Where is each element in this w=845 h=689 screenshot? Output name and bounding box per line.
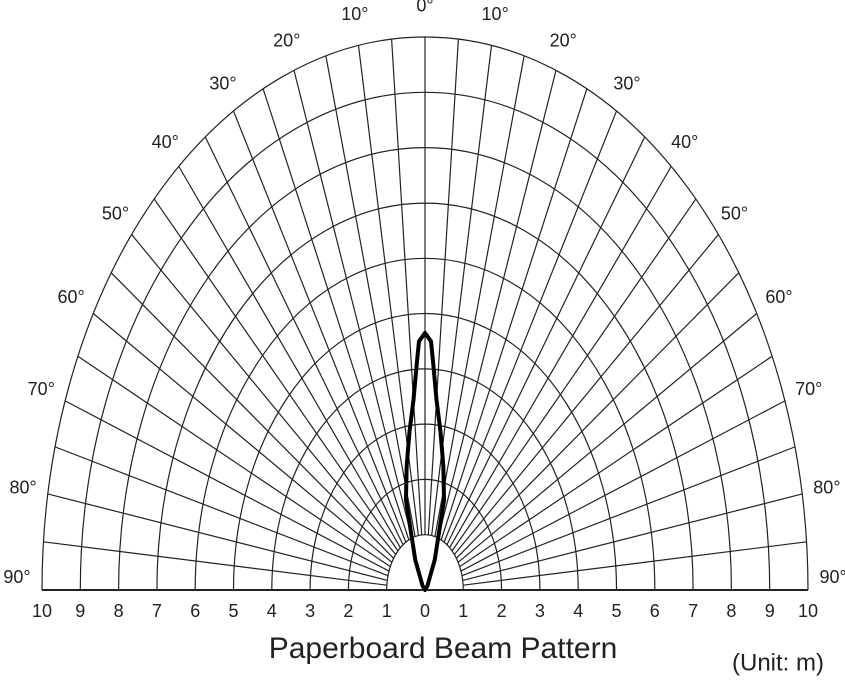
theta-tick-label: 40° <box>152 132 179 152</box>
grid-spoke <box>437 70 557 539</box>
theta-tick-label: 30° <box>613 73 640 93</box>
r-tick-label: 5 <box>228 601 238 621</box>
theta-tick-label: 90° <box>3 567 30 587</box>
theta-tick-label: 20° <box>273 31 300 51</box>
r-tick-label: 8 <box>726 601 736 621</box>
r-tick-label: 6 <box>190 601 200 621</box>
grid-spoke <box>434 55 525 537</box>
grid-spoke <box>64 400 390 572</box>
r-tick-label: 7 <box>152 601 162 621</box>
r-tick-label: 7 <box>688 601 698 621</box>
grid-spoke <box>293 70 413 539</box>
theta-tick-label: 80° <box>813 477 840 497</box>
r-tick-label: 3 <box>535 601 545 621</box>
theta-tick-label: 50° <box>721 204 748 224</box>
theta-tick-label: 80° <box>9 477 36 497</box>
theta-tick-label: 10° <box>341 4 368 24</box>
chart-title: Paperboard Beam Pattern <box>269 632 618 665</box>
r-tick-label: 9 <box>75 601 85 621</box>
grid-spoke <box>462 493 803 581</box>
grid-spoke <box>47 493 388 581</box>
theta-tick-label: 60° <box>765 287 792 307</box>
r-tick-label: 1 <box>458 601 468 621</box>
grid-spoke <box>455 272 740 559</box>
r-tick-label: 9 <box>765 601 775 621</box>
r-tick-label: 4 <box>267 601 277 621</box>
r-tick-label: 0 <box>420 601 430 621</box>
grid-spoke <box>110 272 395 559</box>
r-tick-label: 6 <box>650 601 660 621</box>
grid-spoke <box>463 541 807 586</box>
theta-tick-label: 20° <box>550 31 577 51</box>
theta-tick-label: 0° <box>416 0 433 15</box>
grid-spoke <box>459 355 773 568</box>
theta-tick-label: 30° <box>209 73 236 93</box>
r-tick-label: 4 <box>573 601 583 621</box>
r-tick-label: 1 <box>382 601 392 621</box>
grid-spoke <box>453 234 719 555</box>
r-tick-label: 10 <box>32 601 52 621</box>
grid-spoke <box>460 400 786 572</box>
grid-spoke <box>427 39 459 535</box>
grid-spoke <box>92 313 393 563</box>
grid-spoke <box>43 541 387 586</box>
grid-ring <box>386 534 464 591</box>
theta-tick-label: 40° <box>671 132 698 152</box>
theta-tick-label: 70° <box>795 379 822 399</box>
grid-spoke <box>443 110 618 543</box>
grid-spoke <box>178 166 401 548</box>
theta-tick-label: 60° <box>57 287 84 307</box>
grid-spoke <box>54 446 389 577</box>
r-tick-label: 8 <box>114 601 124 621</box>
grid-spoke <box>204 136 404 545</box>
unit-annotation: (Unit: m) <box>732 649 824 676</box>
grid-spoke <box>451 198 697 552</box>
grid-spoke <box>449 166 672 548</box>
r-tick-label: 2 <box>343 601 353 621</box>
grid-spoke <box>446 136 646 545</box>
r-tick-label: 3 <box>305 601 315 621</box>
grid-spoke <box>461 446 796 577</box>
theta-tick-label: 50° <box>102 204 129 224</box>
r-tick-label: 10 <box>798 601 818 621</box>
grid-spoke <box>325 55 416 537</box>
theta-tick-label: 10° <box>482 4 509 24</box>
r-tick-label: 5 <box>611 601 621 621</box>
grid-spoke <box>262 88 410 541</box>
theta-tick-label: 90° <box>819 567 845 587</box>
grid-spoke <box>457 313 758 563</box>
grid-spoke <box>357 45 419 536</box>
grid-spoke <box>232 110 407 543</box>
grid-spoke <box>153 198 399 552</box>
grid-spoke <box>431 45 493 536</box>
grid-spoke <box>77 355 391 568</box>
grid-spoke <box>440 88 588 541</box>
theta-tick-label: 70° <box>28 379 55 399</box>
r-tick-label: 2 <box>497 601 507 621</box>
grid-spoke <box>131 234 397 555</box>
beam-pattern <box>403 330 447 592</box>
grid-spoke <box>391 39 423 535</box>
